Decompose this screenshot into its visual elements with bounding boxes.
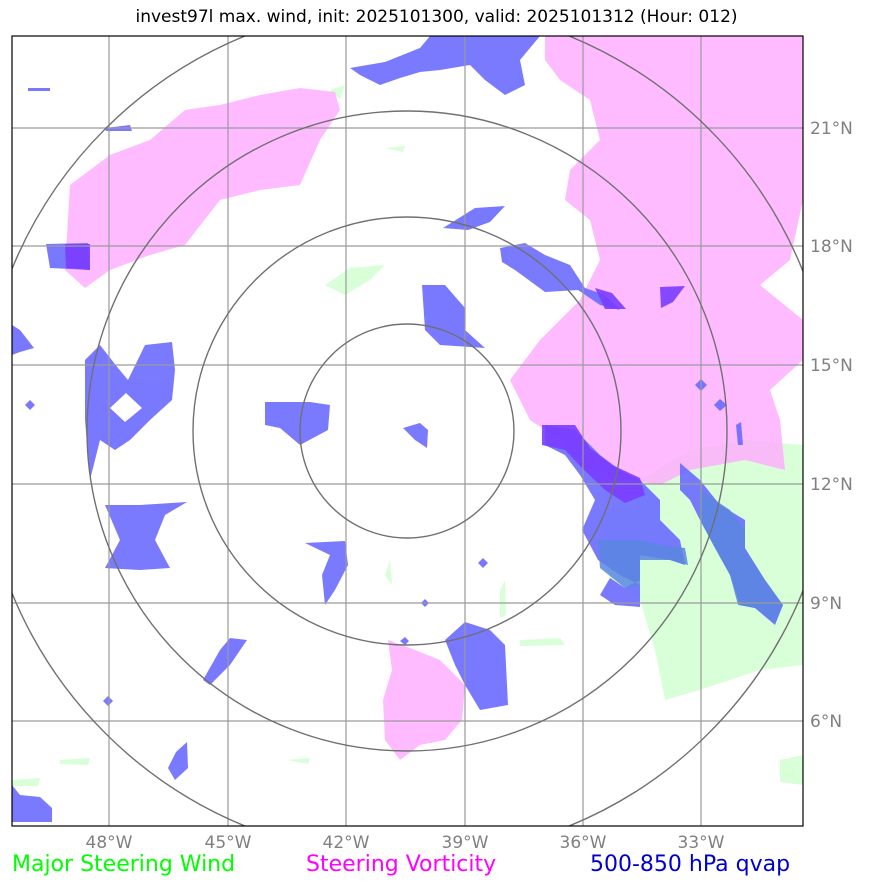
lat-label-18n: 18°N bbox=[810, 237, 853, 257]
wind-region-small-6 bbox=[288, 758, 310, 764]
range-ring-1 bbox=[299, 323, 515, 539]
qvap-region-center bbox=[403, 423, 428, 448]
overlap-region-3 bbox=[660, 286, 685, 308]
qvap-region-center-north bbox=[422, 285, 485, 348]
qvap-region-southeast-1 bbox=[545, 425, 685, 607]
qvap-dot-4 bbox=[103, 696, 113, 706]
wind-region-small-4 bbox=[60, 758, 90, 765]
qvap-region-southwest-2 bbox=[203, 638, 247, 685]
longitude-labels: 48°W 45°W 42°W 39°W 36°W 33°W bbox=[86, 833, 725, 853]
blended-region-1 bbox=[598, 540, 688, 588]
lat-lon-grid bbox=[12, 36, 803, 826]
lon-label-33w: 33°W bbox=[678, 833, 725, 853]
map-title: invest97l max. wind, init: 2025101300, v… bbox=[135, 7, 738, 27]
qvap-region-south-center bbox=[305, 541, 348, 605]
qvap-region-southwest-3 bbox=[168, 742, 188, 780]
lon-label-45w: 45°W bbox=[205, 833, 252, 853]
wind-region-small-5 bbox=[12, 778, 40, 786]
lat-label-6n: 6°N bbox=[810, 712, 842, 732]
qvap-region-north-3 bbox=[500, 243, 620, 310]
lon-label-39w: 39°W bbox=[442, 833, 489, 853]
range-rings bbox=[12, 36, 803, 826]
qvap-region-top-left-small-2 bbox=[28, 88, 50, 91]
wind-region-small-3 bbox=[500, 580, 506, 618]
map-frame bbox=[11, 35, 804, 827]
wind-region-small-7 bbox=[330, 85, 345, 100]
qvap-region-center-west bbox=[265, 402, 330, 445]
lat-label-21n: 21°N bbox=[810, 119, 853, 139]
range-ring-2 bbox=[192, 216, 622, 646]
qvap-dot-3 bbox=[736, 422, 743, 445]
lon-label-36w: 36°W bbox=[560, 833, 607, 853]
qvap-region-west-edge bbox=[12, 325, 34, 355]
legend-steering-vorticity: Steering Vorticity bbox=[306, 852, 497, 877]
qvap-dot-7 bbox=[400, 637, 409, 645]
overlap-region-4 bbox=[65, 244, 90, 270]
latitude-labels: 21°N 18°N 15°N 12°N 9°N 6°N bbox=[810, 119, 853, 732]
lon-label-42w: 42°W bbox=[323, 833, 370, 853]
blended-region-2 bbox=[700, 490, 783, 623]
wind-region-north bbox=[325, 265, 385, 295]
qvap-region-south bbox=[445, 622, 508, 710]
wind-region-east-edge bbox=[780, 755, 803, 785]
qvap-region-southwest bbox=[105, 502, 187, 570]
wind-region-small-8 bbox=[385, 146, 405, 152]
blended-layer bbox=[598, 490, 783, 623]
qvap-dot-6 bbox=[25, 400, 35, 410]
qvap-dot-2 bbox=[714, 399, 727, 411]
lat-label-12n: 12°N bbox=[810, 475, 853, 495]
qvap-dot-5 bbox=[478, 558, 488, 568]
lon-label-48w: 48°W bbox=[86, 833, 133, 853]
qvap-region-west bbox=[85, 342, 175, 480]
wind-region-small-2 bbox=[520, 638, 565, 646]
vorticity-region-south bbox=[383, 640, 465, 760]
wind-region-small-1 bbox=[385, 560, 392, 585]
map-plot-area bbox=[12, 36, 803, 826]
legend-qvap: 500-850 hPa qvap bbox=[590, 852, 791, 877]
legend-major-steering-wind: Major Steering Wind bbox=[12, 852, 236, 877]
qvap-region-west-edge-2 bbox=[12, 785, 52, 822]
vorticity-region-northwest bbox=[65, 88, 340, 288]
qvap-region-north-1 bbox=[350, 36, 540, 95]
range-ring-3 bbox=[86, 110, 728, 752]
qvap-region-north-2 bbox=[443, 206, 505, 230]
lat-label-9n: 9°N bbox=[810, 594, 842, 614]
overlap-region-2 bbox=[595, 288, 626, 309]
lat-label-15n: 15°N bbox=[810, 356, 853, 376]
